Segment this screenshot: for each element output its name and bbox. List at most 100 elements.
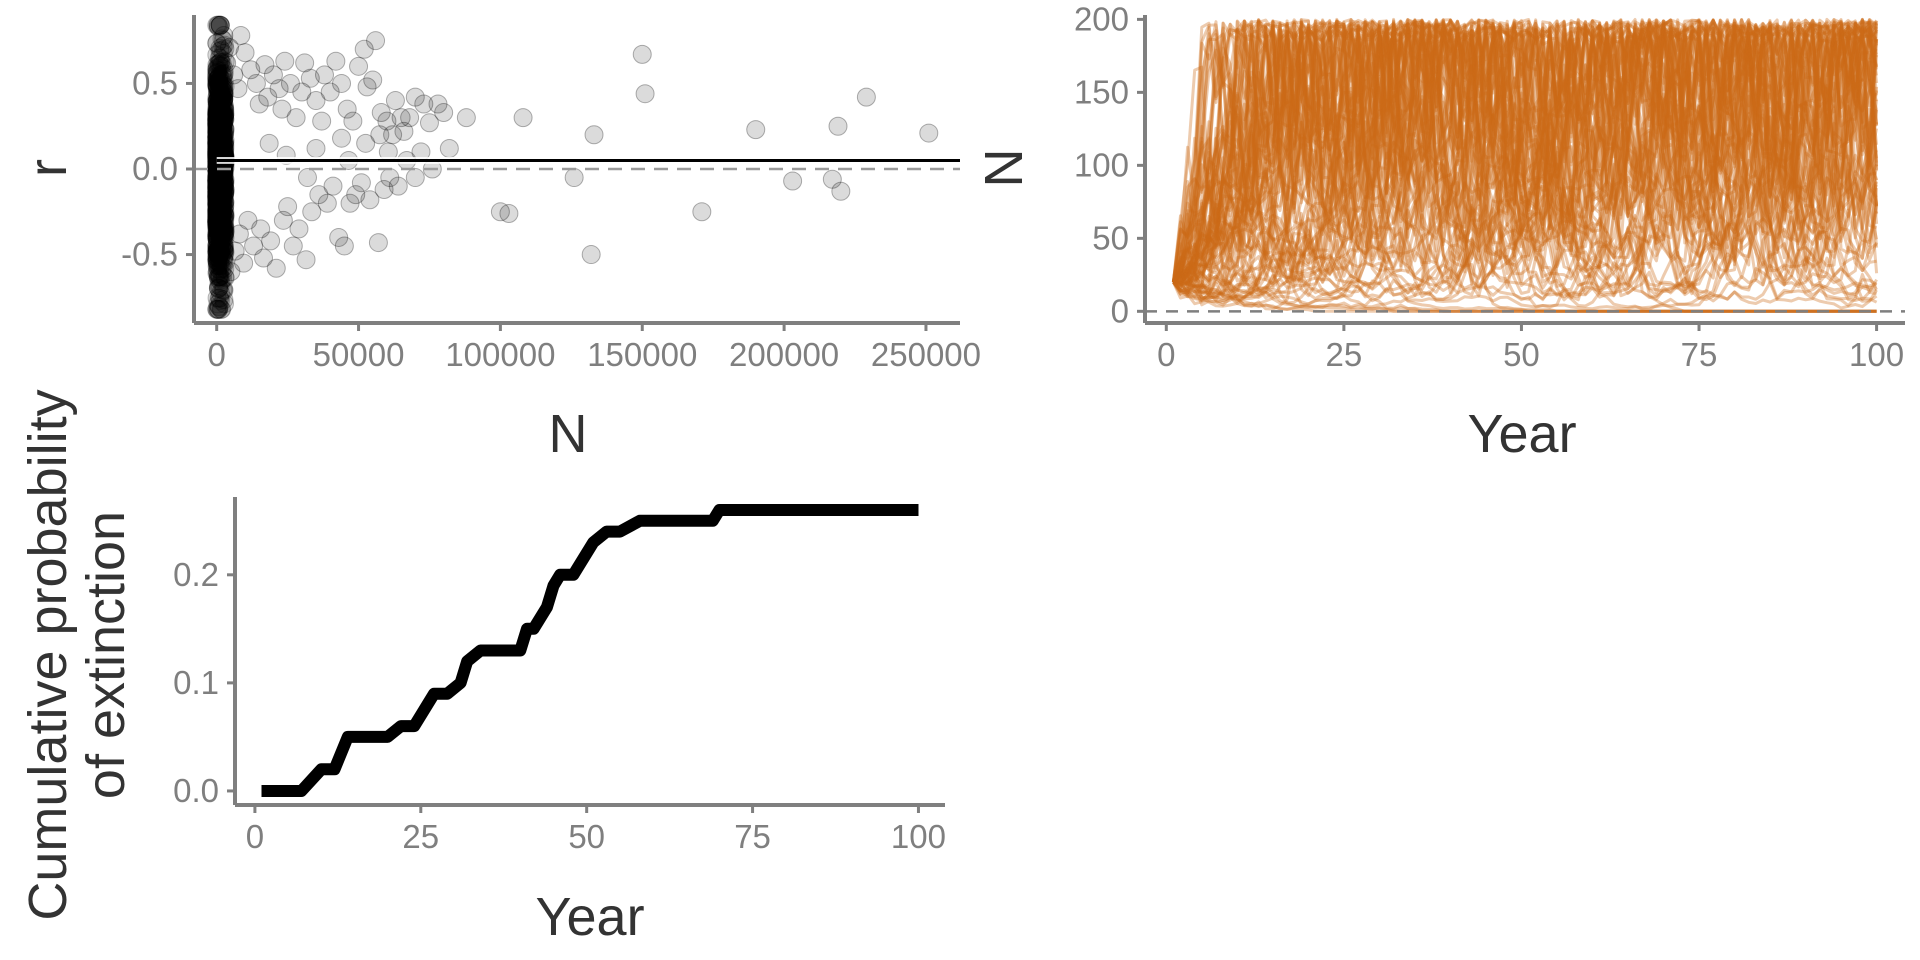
scatter-point — [210, 114, 230, 134]
scatter-point — [208, 177, 228, 197]
scatter-point — [210, 180, 230, 200]
scatter-point — [212, 87, 232, 107]
scatter-point — [211, 224, 231, 244]
traj-y-tick-label: 0 — [1111, 292, 1129, 329]
scatter-point — [215, 110, 235, 130]
scatter-point — [212, 166, 232, 186]
scatter-point — [211, 175, 231, 195]
scatter-point — [363, 70, 383, 90]
ext-x-tick-label: 25 — [402, 818, 439, 855]
scatter-point — [208, 173, 228, 193]
scatter-point — [215, 268, 235, 288]
scatter-point — [297, 168, 317, 188]
scatter-point — [207, 216, 227, 236]
scatter-point — [210, 74, 230, 94]
scatter-point — [783, 171, 803, 191]
scatter-point — [207, 184, 227, 204]
scatter-point — [210, 252, 230, 272]
scatter-point — [207, 211, 227, 231]
scatter-point — [207, 123, 227, 143]
scatter-point — [207, 229, 227, 249]
scatter-point — [214, 106, 234, 126]
scatter-point — [207, 102, 227, 122]
scatter-point — [208, 119, 228, 139]
scatter-point — [207, 104, 227, 124]
scatter-point — [215, 196, 235, 216]
scatter-point — [208, 255, 228, 275]
scatter-point — [213, 230, 233, 250]
scatter-point — [214, 290, 234, 310]
scatter-point — [208, 240, 228, 260]
scatter-point — [212, 241, 232, 261]
scatter-point — [207, 192, 227, 212]
scatter-point — [208, 178, 228, 198]
scatter-overlay — [194, 157, 960, 171]
scatter-point — [208, 183, 228, 203]
scatter-point — [207, 126, 227, 146]
scatter-point — [213, 174, 233, 194]
scatter-point — [215, 173, 235, 193]
scatter-point — [211, 128, 231, 148]
scatter-point — [214, 134, 234, 154]
scatter-point — [213, 177, 233, 197]
scatter-point — [213, 132, 233, 152]
scatter-point — [207, 202, 227, 222]
scatter-point — [211, 173, 231, 193]
scatter-point — [214, 242, 234, 262]
scatter-point — [211, 133, 231, 153]
traj-x-title: Year — [1467, 404, 1576, 464]
scatter-point — [208, 172, 228, 192]
ext-y-title-line: of extinction — [76, 511, 136, 799]
scatter-point — [214, 100, 234, 120]
scatter-point — [208, 122, 228, 142]
scatter-point — [208, 174, 228, 194]
scatter-point — [209, 170, 229, 190]
scatter-point — [207, 185, 227, 205]
scatter-point — [211, 290, 231, 310]
scatter-point — [207, 183, 227, 203]
scatter-point — [207, 202, 227, 222]
traj-x-tick-label: 50 — [1503, 336, 1540, 373]
scatter-point — [210, 179, 230, 199]
scatter-point — [215, 119, 235, 139]
scatter-point — [209, 108, 229, 128]
scatter-point — [208, 15, 228, 35]
scatter-point — [207, 204, 227, 224]
scatter-point — [209, 90, 229, 110]
scatter-point — [208, 211, 228, 231]
scatter-point — [211, 123, 231, 143]
traj-y-tick-label: 150 — [1074, 73, 1129, 110]
scatter-point — [207, 128, 227, 148]
scatter-point — [212, 208, 232, 228]
scatter-point — [207, 181, 227, 201]
scatter-point — [207, 190, 227, 210]
scatter-point — [210, 283, 230, 303]
scatter-point — [207, 212, 227, 232]
scatter-point — [207, 169, 227, 189]
scatter-point — [209, 204, 229, 224]
scatter-point — [213, 73, 233, 93]
scatter-point — [210, 180, 230, 200]
scatter-point — [214, 171, 234, 191]
scatter-point — [385, 91, 405, 111]
scatter-point — [208, 166, 228, 186]
scatter-point — [208, 89, 228, 109]
ext-y-tick-label: 0.2 — [173, 556, 219, 593]
scatter-point — [211, 211, 231, 231]
scatter-point — [207, 183, 227, 203]
scatter-point — [208, 264, 228, 284]
scatter-point — [208, 212, 228, 232]
scatter-point — [212, 179, 232, 199]
scatter-point — [210, 194, 230, 214]
scatter-point — [207, 66, 227, 86]
scatter-point — [211, 124, 231, 144]
scatter-point — [207, 173, 227, 193]
scatter-point — [581, 245, 601, 265]
scatter-point — [208, 181, 228, 201]
scatter-point — [208, 239, 228, 259]
scatter-point — [207, 78, 227, 98]
scatter-point — [214, 235, 234, 255]
scatter-point — [208, 255, 228, 275]
scatter-point — [207, 174, 227, 194]
scatter-point — [209, 170, 229, 190]
